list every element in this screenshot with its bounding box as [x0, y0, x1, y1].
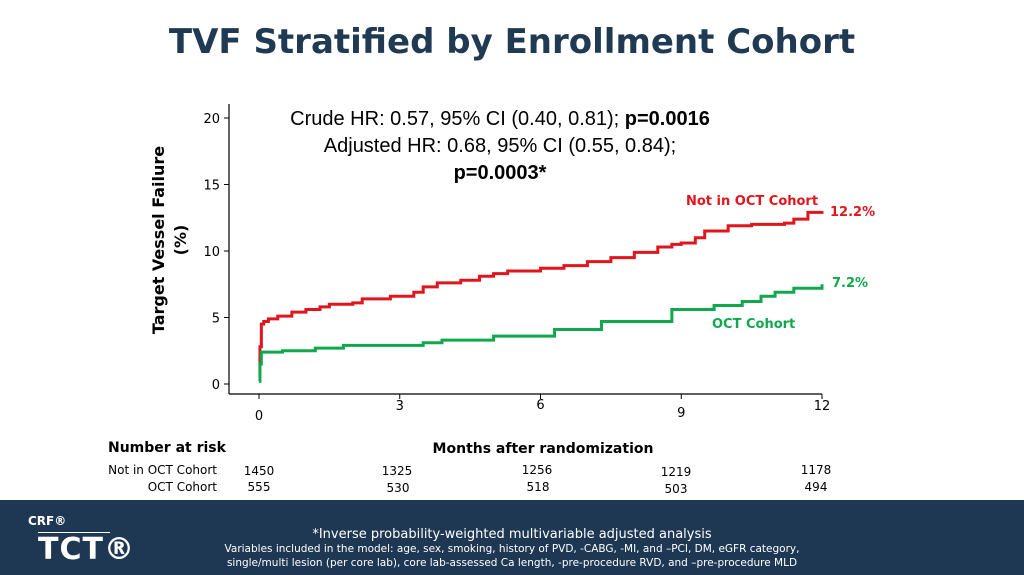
adjusted-hr-text: Adjusted HR: 0.68, 95% CI (0.55, 0.84);	[323, 135, 677, 157]
logo-divider	[38, 532, 110, 533]
crude-hr-text: Crude HR: 0.57, 95% CI (0.40, 0.81);	[290, 108, 625, 130]
risk-value: 530	[386, 481, 410, 495]
y-tick-label: 10	[203, 245, 220, 260]
risk-value: 1219	[660, 465, 692, 479]
x-tick-label: 9	[677, 406, 685, 421]
risk-row-label-not-oct: Not in OCT Cohort	[108, 463, 217, 477]
risk-value: 1325	[381, 464, 413, 478]
adjusted-p-value: p=0.0003*	[453, 162, 547, 184]
risk-value: 1450	[243, 464, 275, 478]
km-curve-oct	[258, 284, 824, 383]
series-end-value-label: 7.2%	[832, 276, 868, 291]
km-chart: 0 5 10 15 20 0 3 6 9 12 Not in OCT Cohort 12.2% OCT …	[203, 104, 875, 424]
footer-band	[0, 500, 1024, 575]
risk-table-title: Number at risk	[108, 440, 226, 456]
risk-value: 494	[804, 480, 828, 494]
y-axis-label-line2: (%)	[171, 224, 190, 256]
y-axis-label: Target Vessel Failure (%)	[148, 146, 192, 334]
series-end-value-label: 12.2%	[830, 205, 875, 220]
risk-value: 1178	[800, 463, 832, 477]
x-tick-label: 12	[814, 399, 831, 414]
y-tick-label: 15	[203, 179, 220, 194]
hazard-ratio-annotation: Crude HR: 0.57, 95% CI (0.40, 0.81); p=0…	[260, 106, 740, 187]
x-tick-label: 3	[396, 399, 404, 414]
x-tick-label: 0	[255, 409, 263, 424]
risk-value: 555	[247, 480, 271, 494]
footnote-variables-line2: single/multi lesion (per core lab), core…	[226, 557, 798, 569]
footnote-main: *Inverse probability-weighted multivaria…	[312, 527, 712, 542]
y-tick-label: 0	[212, 378, 220, 393]
risk-value: 503	[664, 482, 688, 496]
series-name-label: Not in OCT Cohort	[686, 194, 818, 209]
x-tick-label: 6	[536, 398, 544, 413]
risk-value: 1256	[521, 463, 553, 477]
crude-p-value: p=0.0016	[624, 108, 710, 130]
y-axis-label-line1: Target Vessel Failure	[149, 145, 168, 335]
crf-logo: CRF®	[28, 514, 67, 528]
footnote-variables-line1: Variables included in the model: age, se…	[224, 543, 800, 555]
risk-value: 518	[526, 480, 550, 494]
page-title: TVF Stratified by Enrollment Cohort	[168, 22, 856, 62]
y-tick-label: 5	[212, 312, 220, 327]
x-axis-label: Months after randomization	[432, 441, 654, 457]
risk-row-label-oct: OCT Cohort	[147, 480, 217, 494]
tct-logo: TCT®	[38, 532, 135, 567]
km-curve-not-oct	[258, 210, 824, 373]
y-tick-label: 20	[203, 112, 220, 127]
series-name-label: OCT Cohort	[712, 317, 795, 332]
